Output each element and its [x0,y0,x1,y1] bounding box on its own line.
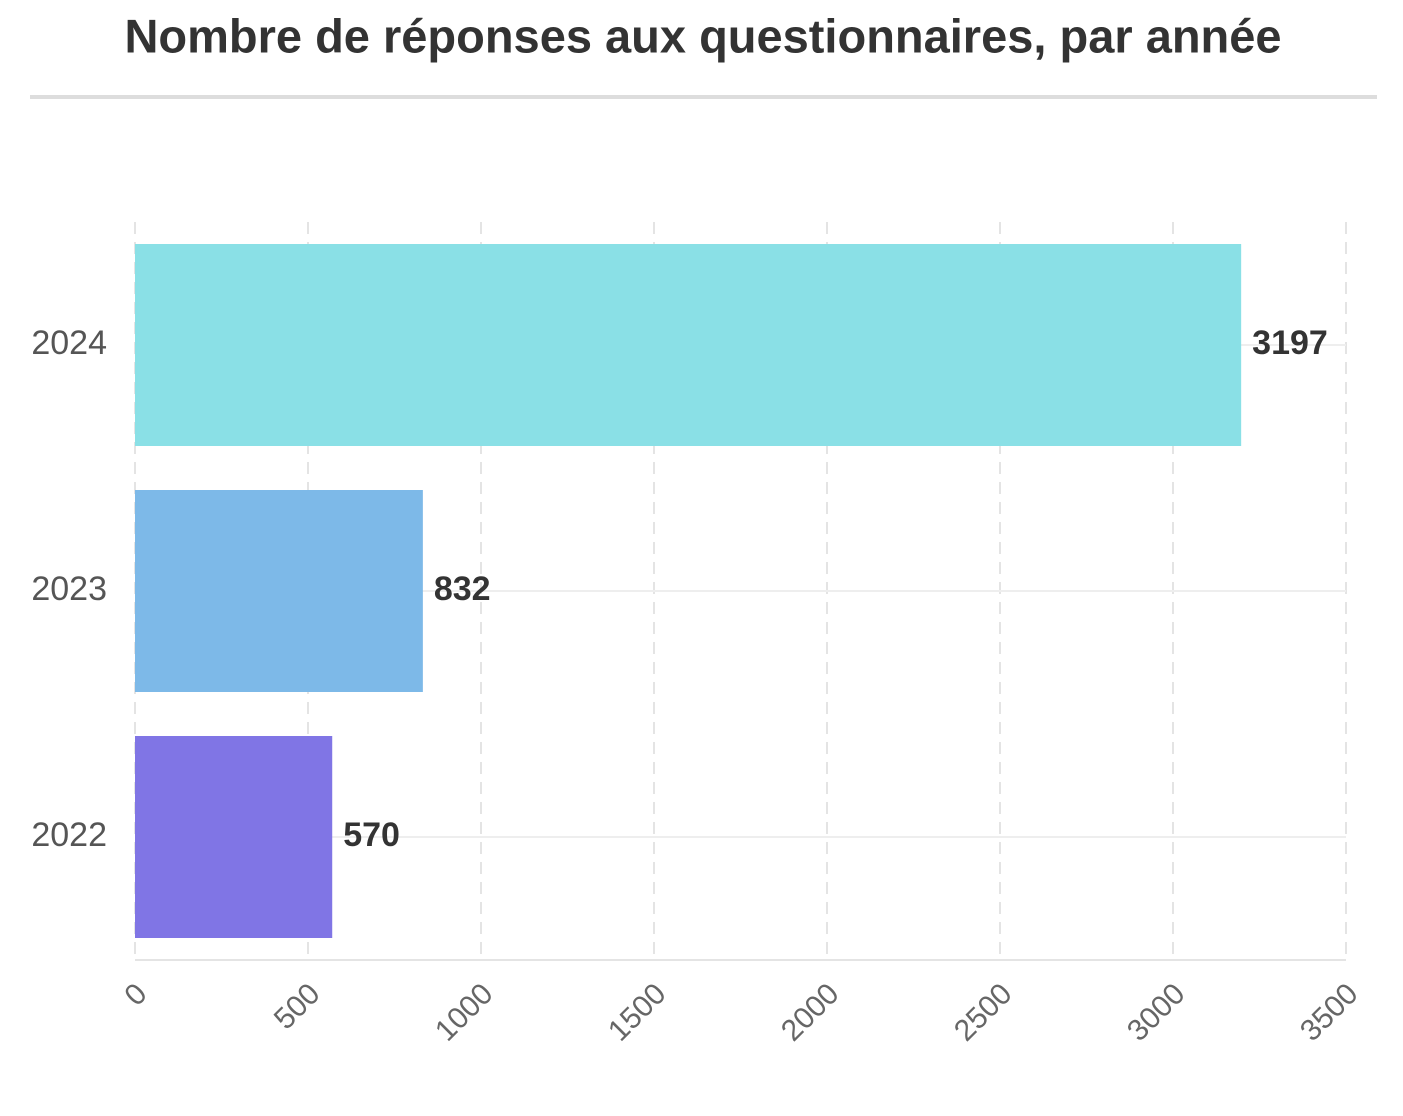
x-tick-label: 2000 [775,977,846,1048]
bar [135,736,333,938]
x-tick-label: 500 [268,977,327,1036]
value-label: 3197 [1252,324,1328,362]
value-label: 832 [434,570,491,608]
x-tick-label: 1500 [602,977,673,1048]
x-tick-label: 3500 [1294,977,1365,1048]
x-tick-label: 0 [118,977,153,1012]
chart-title: Nombre de réponses aux questionnaires, p… [124,9,1281,62]
x-tick-label: 3000 [1121,977,1192,1048]
value-label: 570 [343,816,400,854]
y-tick-label: 2022 [31,816,107,854]
x-tick-label: 1000 [429,977,500,1048]
x-tick-label: 2500 [948,977,1019,1048]
bar [135,244,1242,446]
y-tick-label: 2023 [31,570,107,608]
bar [135,490,423,692]
y-tick-label: 2024 [31,324,107,362]
